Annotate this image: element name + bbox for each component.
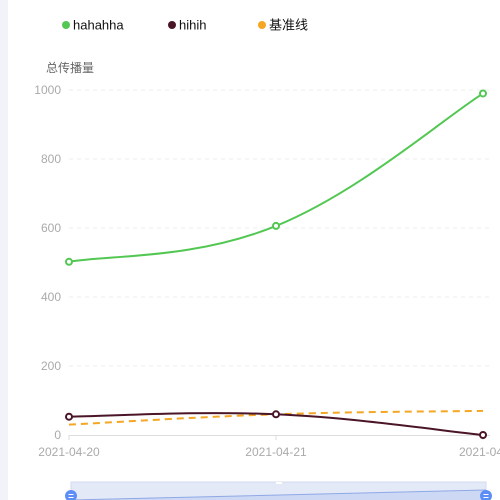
y-tick-label: 1000 xyxy=(34,83,61,97)
legend-label-0[interactable]: hahahha xyxy=(73,18,124,33)
series-0-point[interactable] xyxy=(65,257,73,266)
datazoom-move-handle[interactable] xyxy=(276,482,282,484)
series-line-0 xyxy=(68,92,484,263)
datazoom-preview-line xyxy=(70,489,487,500)
legend-label-2[interactable]: 基准线 xyxy=(269,18,308,33)
y-tick-label: 0 xyxy=(54,428,61,442)
handle-knob[interactable] xyxy=(480,490,492,500)
legend-label-1[interactable]: hihih xyxy=(179,18,206,33)
legend: hahahha hihih 基准线 xyxy=(62,18,308,33)
series-0-point[interactable] xyxy=(272,221,280,230)
datazoom-handle-right[interactable] xyxy=(480,490,492,500)
x-tick-label: 2021-04-21 xyxy=(245,445,307,459)
datazoom-handle-left[interactable] xyxy=(65,490,77,500)
series-0-point[interactable] xyxy=(479,89,487,98)
y-tick-label: 800 xyxy=(41,152,61,166)
datazoom-slider xyxy=(65,481,492,500)
y-tick-label: 600 xyxy=(41,221,61,235)
x-tick-label: 2021-04- xyxy=(459,445,500,459)
x-tick-label: 2021-04-20 xyxy=(38,445,100,459)
series-1-point[interactable] xyxy=(479,431,487,439)
x-axis: 2021-04-20 2021-04-21 2021-04- xyxy=(38,435,500,459)
y-tick-label: 200 xyxy=(41,359,61,373)
y-axis-title: 总传播量 xyxy=(46,60,94,75)
grid-lines xyxy=(69,89,490,367)
series-1-point[interactable] xyxy=(272,410,280,419)
legend-marker-0[interactable] xyxy=(62,21,70,29)
series-lines xyxy=(65,89,487,439)
legend-marker-2[interactable] xyxy=(258,21,266,29)
series-1-point[interactable] xyxy=(65,412,73,421)
legend-marker-1[interactable] xyxy=(168,21,176,29)
handle-knob[interactable] xyxy=(65,490,77,500)
y-axis: 0 200 400 600 800 1000 xyxy=(34,83,61,442)
y-tick-label: 400 xyxy=(41,290,61,304)
